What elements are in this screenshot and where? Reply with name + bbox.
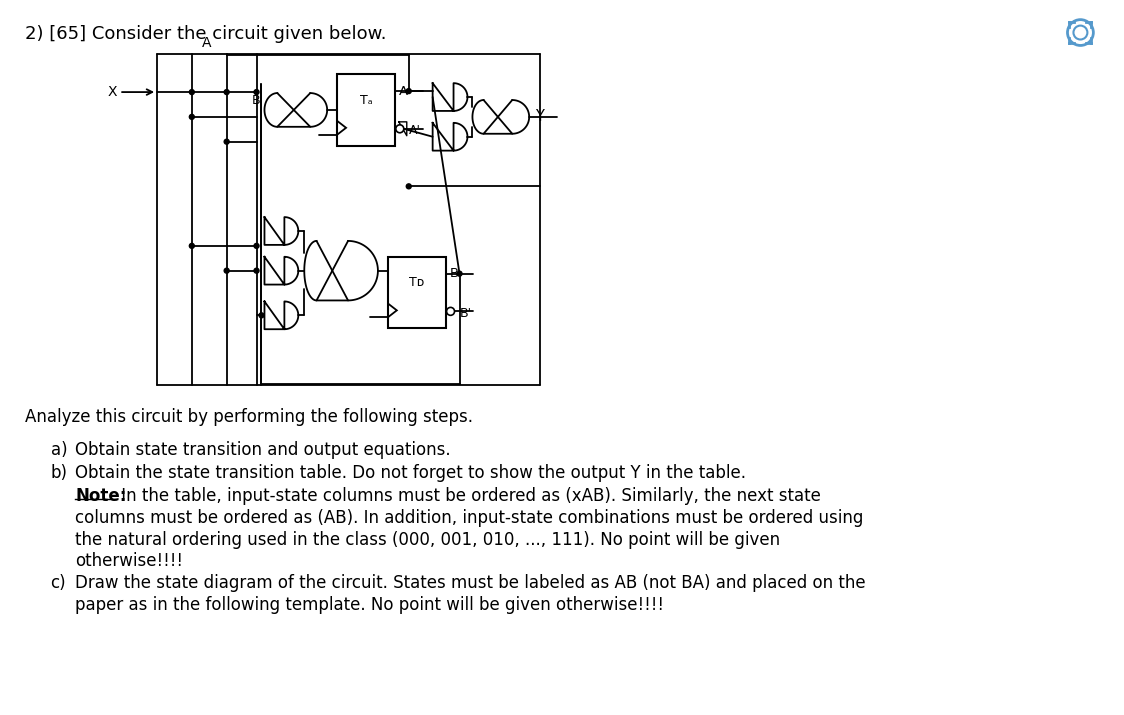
Circle shape: [254, 268, 259, 273]
Polygon shape: [433, 83, 468, 111]
Polygon shape: [305, 241, 378, 300]
Text: Tᴅ: Tᴅ: [409, 276, 425, 289]
Text: Note:: Note:: [75, 487, 127, 505]
Bar: [388, 257, 445, 328]
Polygon shape: [472, 100, 529, 134]
Circle shape: [396, 125, 404, 133]
Circle shape: [406, 184, 411, 189]
Text: X: X: [108, 85, 117, 99]
Circle shape: [446, 307, 454, 315]
Polygon shape: [264, 217, 298, 245]
Text: paper as in the following template. No point will be given otherwise!!!!: paper as in the following template. No p…: [75, 596, 664, 614]
Text: the natural ordering used in the class (000, 001, 010, ..., 111). No point will : the natural ordering used in the class (…: [75, 531, 780, 548]
Text: A': A': [409, 124, 420, 137]
Text: 2) [65] Consider the circuit given below.: 2) [65] Consider the circuit given below…: [25, 24, 387, 43]
Text: Y: Y: [535, 109, 544, 124]
Text: Draw the state diagram of the circuit. States must be labeled as AB (not BA) and: Draw the state diagram of the circuit. S…: [75, 574, 865, 592]
Text: otherwise!!!!: otherwise!!!!: [75, 553, 183, 571]
Polygon shape: [264, 302, 298, 329]
Text: A: A: [202, 36, 211, 50]
Circle shape: [259, 313, 264, 317]
Text: B': B': [460, 307, 472, 320]
Text: Analyze this circuit by performing the following steps.: Analyze this circuit by performing the f…: [25, 408, 473, 425]
Polygon shape: [433, 123, 468, 151]
Text: B: B: [450, 267, 459, 280]
Text: Tₐ: Tₐ: [360, 94, 372, 107]
Text: a): a): [51, 441, 67, 459]
Text: In the table, input-state columns must be ordered as (xAB). Similarly, the next : In the table, input-state columns must b…: [116, 487, 822, 505]
Circle shape: [224, 89, 229, 94]
Text: b): b): [51, 464, 67, 482]
Text: B: B: [252, 94, 261, 107]
Circle shape: [224, 139, 229, 144]
Text: A: A: [399, 84, 408, 97]
Circle shape: [189, 243, 194, 248]
Text: Obtain the state transition table. Do not forget to show the output Y in the tab: Obtain the state transition table. Do no…: [75, 464, 746, 482]
Circle shape: [224, 268, 229, 273]
Text: columns must be ordered as (AB). In addition, input-state combinations must be o: columns must be ordered as (AB). In addi…: [75, 509, 863, 527]
Circle shape: [406, 89, 411, 94]
Polygon shape: [264, 257, 298, 285]
Polygon shape: [264, 93, 327, 127]
Circle shape: [254, 89, 259, 94]
Bar: [337, 74, 395, 146]
Circle shape: [254, 243, 259, 248]
Text: Obtain state transition and output equations.: Obtain state transition and output equat…: [75, 441, 451, 459]
Text: c): c): [51, 574, 66, 592]
Circle shape: [189, 114, 194, 119]
Circle shape: [189, 89, 194, 94]
Circle shape: [457, 271, 462, 276]
